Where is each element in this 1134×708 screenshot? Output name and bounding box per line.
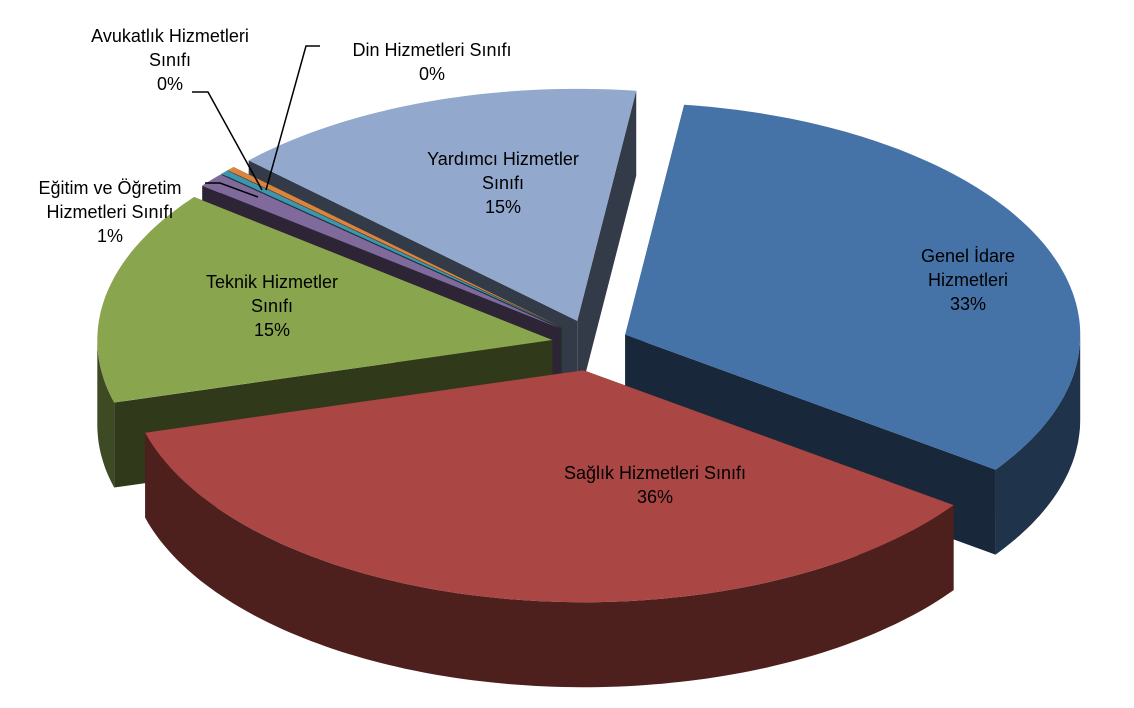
slice-label: Teknik Hizmetler Sınıfı 15% bbox=[192, 270, 352, 342]
slice-value: 36% bbox=[636, 487, 674, 507]
slice-value: 15% bbox=[253, 320, 291, 340]
slice-value: 0% bbox=[156, 74, 183, 94]
pie-slice bbox=[625, 104, 1081, 555]
slice-top bbox=[202, 174, 561, 329]
slice-top bbox=[625, 104, 1081, 470]
slice-label: Avukatlık Hizmetleri Sınıfı 0% bbox=[73, 24, 268, 96]
leader-line bbox=[192, 91, 263, 191]
leader-line bbox=[265, 45, 320, 191]
slice-name: Genel İdare Hizmetleri bbox=[920, 246, 1016, 290]
slice-side bbox=[577, 90, 637, 406]
slice-wall bbox=[145, 432, 954, 688]
leader-line bbox=[205, 182, 259, 198]
slice-label: Sağlık Hizmetleri Sınıfı 36% bbox=[505, 461, 805, 509]
slice-wall bbox=[97, 340, 115, 488]
slice-top bbox=[227, 167, 563, 328]
slice-value: 0% bbox=[418, 64, 445, 84]
slice-label: Din Hizmetleri Sınıfı 0% bbox=[282, 38, 582, 86]
pie-slice bbox=[145, 370, 954, 688]
slice-value: 33% bbox=[949, 294, 987, 314]
slice-top bbox=[221, 170, 562, 328]
slice-label: Yardımcı Hizmetler Sınıfı 15% bbox=[406, 147, 601, 219]
slice-name: Eğitim ve Öğretim Hizmetleri Sınıfı bbox=[38, 178, 182, 222]
slice-wall bbox=[995, 334, 1081, 555]
slice-name: Yardımcı Hizmetler Sınıfı bbox=[427, 149, 579, 193]
slice-value: 1% bbox=[96, 226, 123, 246]
slice-name: Avukatlık Hizmetleri Sınıfı bbox=[91, 26, 249, 70]
slice-label: Eğitim ve Öğretim Hizmetleri Sınıfı 1% bbox=[23, 176, 198, 248]
slice-top bbox=[248, 88, 637, 321]
slice-value: 15% bbox=[484, 197, 522, 217]
slice-top bbox=[97, 197, 553, 403]
slice-name: Sağlık Hizmetleri Sınıfı bbox=[563, 463, 747, 483]
slice-name: Din Hizmetleri Sınıfı bbox=[352, 40, 512, 60]
slice-name: Teknik Hizmetler Sınıfı bbox=[205, 272, 339, 316]
slice-top bbox=[145, 370, 954, 603]
slice-label: Genel İdare Hizmetleri 33% bbox=[908, 244, 1028, 316]
